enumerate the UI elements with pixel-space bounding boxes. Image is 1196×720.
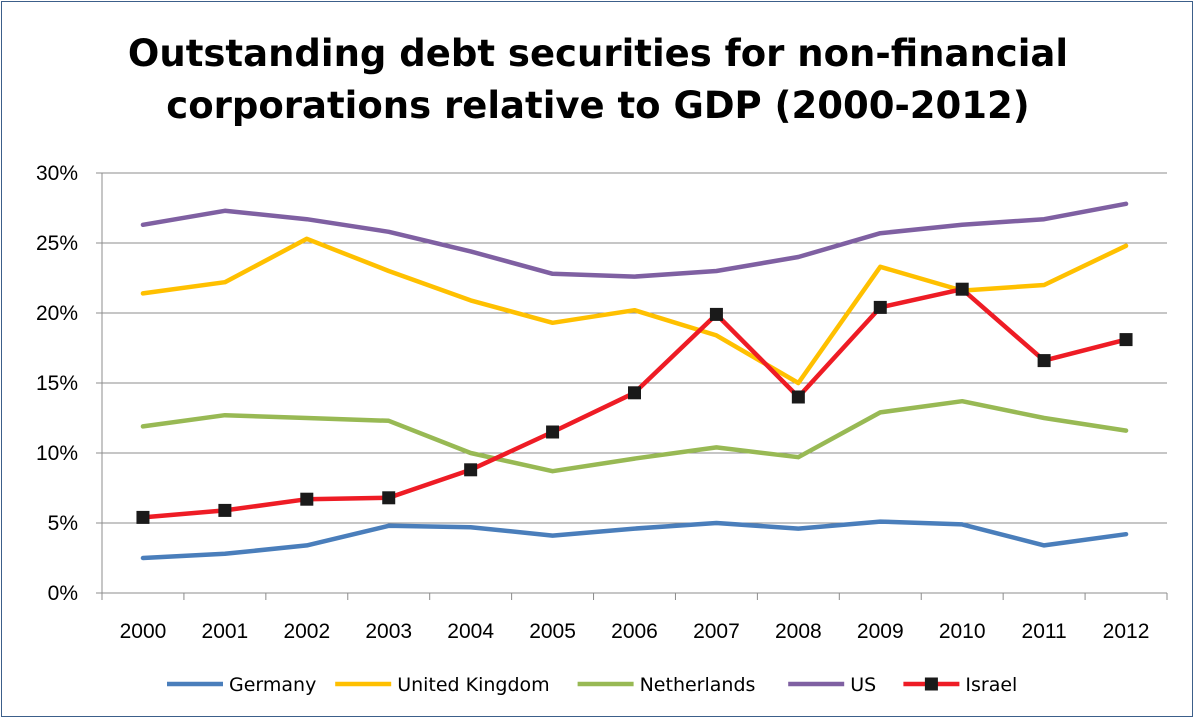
legend-label-united-kingdom: United Kingdom bbox=[397, 674, 550, 696]
data-point-israel bbox=[873, 300, 887, 314]
data-point-israel bbox=[300, 492, 314, 506]
series-line-germany bbox=[140, 519, 1129, 561]
x-tick-label: 2007 bbox=[693, 620, 740, 643]
chart-title: Outstanding debt securities for non-fina… bbox=[2, 28, 1194, 132]
series-line-netherlands bbox=[140, 398, 1129, 474]
data-point-israel bbox=[628, 386, 641, 400]
x-tick-label: 2008 bbox=[775, 620, 822, 643]
data-point-israel bbox=[218, 503, 232, 517]
legend-label-us: US bbox=[850, 674, 876, 696]
legend-marker-israel bbox=[924, 677, 938, 691]
data-point-israel bbox=[955, 282, 969, 296]
x-tick-label: 2006 bbox=[611, 620, 658, 643]
data-point-israel bbox=[709, 307, 723, 321]
data-point-israel bbox=[1119, 333, 1133, 347]
legend-label-israel: Israel bbox=[965, 674, 1017, 696]
x-tick-label: 2001 bbox=[202, 620, 249, 643]
legend-label-netherlands: Netherlands bbox=[640, 674, 756, 696]
chart-title-line-1: Outstanding debt securities for non-fina… bbox=[127, 32, 1069, 75]
x-tick-label: 2002 bbox=[283, 620, 330, 643]
y-tick-label: 10% bbox=[36, 442, 78, 465]
data-point-israel bbox=[136, 510, 150, 524]
data-point-israel bbox=[382, 491, 396, 505]
data-point-israel bbox=[464, 463, 478, 477]
x-tick-label: 2011 bbox=[1022, 620, 1067, 643]
data-point-israel bbox=[791, 390, 805, 404]
y-tick-label: 0% bbox=[48, 582, 78, 605]
data-point-israel bbox=[1037, 354, 1051, 368]
x-tick-label: 2004 bbox=[447, 620, 494, 643]
y-tick-label: 25% bbox=[36, 232, 78, 255]
x-tick-label: 2009 bbox=[857, 620, 904, 643]
x-tick-label: 2012 bbox=[1103, 620, 1150, 643]
y-tick-label: 5% bbox=[48, 512, 78, 535]
data-point-israel bbox=[546, 425, 560, 439]
y-tick-label: 30% bbox=[36, 162, 78, 185]
y-tick-label: 15% bbox=[36, 372, 78, 395]
x-tick-label: 2010 bbox=[939, 620, 986, 643]
x-tick-label: 2003 bbox=[365, 620, 412, 643]
x-tick-label: 2000 bbox=[120, 620, 167, 643]
series-line-us bbox=[140, 201, 1129, 279]
y-tick-label: 20% bbox=[36, 302, 78, 325]
legend-label-germany: Germany bbox=[229, 674, 316, 696]
x-tick-label: 2005 bbox=[529, 620, 576, 643]
series-line-united-kingdom bbox=[140, 236, 1129, 386]
chart-title-line-2: corporations relative to GDP (2000-2012) bbox=[166, 84, 1030, 127]
